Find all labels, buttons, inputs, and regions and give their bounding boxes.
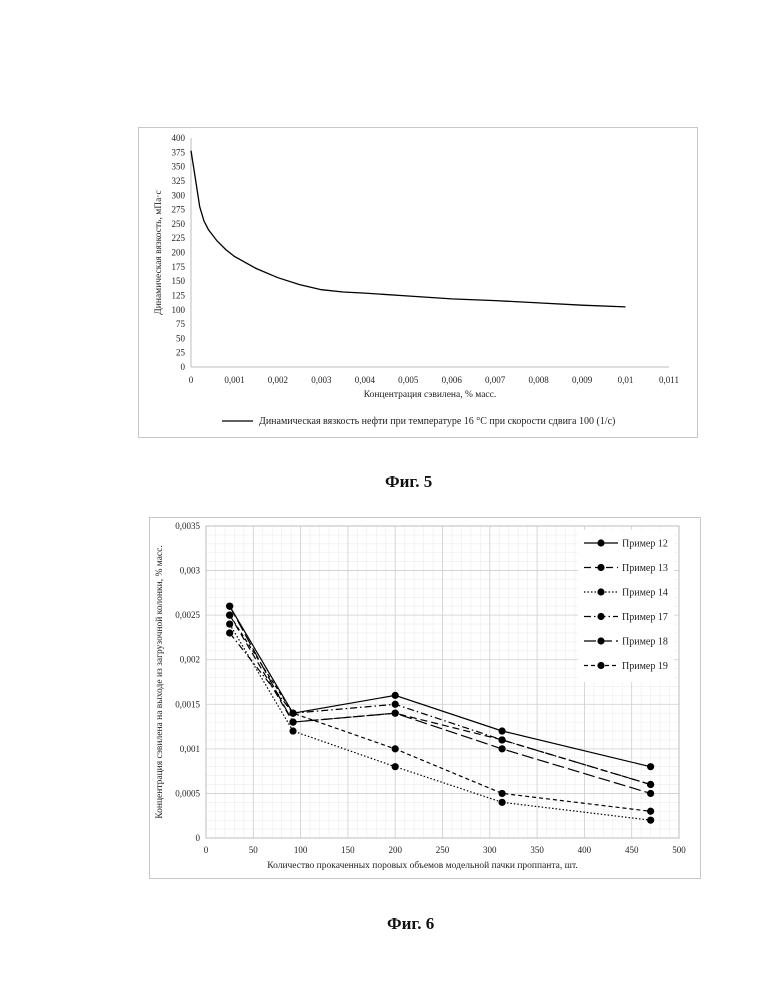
x-tick-label: 250 <box>436 845 450 855</box>
y-tick-label: 0 <box>181 362 186 372</box>
y-tick-label: 25 <box>176 348 186 358</box>
x-tick-label: 200 <box>388 845 402 855</box>
series-point-3 <box>647 817 654 824</box>
series-point-6 <box>647 808 654 815</box>
series-point-6 <box>226 612 233 619</box>
y-tick-label: 75 <box>176 319 186 329</box>
x-tick-label: 400 <box>578 845 592 855</box>
y-tick-label: 50 <box>176 333 186 343</box>
y-tick-label: 400 <box>172 133 186 143</box>
x-tick-label: 0,002 <box>268 375 288 385</box>
caption-fig6: Фиг. 6 <box>387 914 434 934</box>
y-tick-label: 175 <box>172 262 186 272</box>
y-tick-label: 0,0005 <box>175 788 200 798</box>
x-tick-label: 450 <box>625 845 639 855</box>
x-tick-label: 0,007 <box>485 375 506 385</box>
x-tick-label: 0 <box>204 845 209 855</box>
x-tick-label: 0,004 <box>355 375 376 385</box>
y-tick-label: 0,002 <box>180 655 200 665</box>
y-tick-label: 0,0025 <box>175 610 200 620</box>
y-tick-label: 375 <box>172 147 186 157</box>
y-axis-label: Динамическая вязкость, мПа·с <box>154 190 164 314</box>
y-tick-label: 250 <box>172 219 186 229</box>
caption-fig5: Фиг. 5 <box>385 472 432 492</box>
series-point-3 <box>289 727 296 734</box>
y-tick-label: 100 <box>172 305 186 315</box>
x-tick-label: 0,006 <box>442 375 463 385</box>
y-tick-label: 300 <box>172 190 186 200</box>
series-point-6 <box>498 790 505 797</box>
legend-marker-5 <box>597 637 604 644</box>
legend-box <box>578 530 674 682</box>
legend-marker-4 <box>597 613 604 620</box>
x-tick-label: 150 <box>341 845 355 855</box>
x-tick-label: 50 <box>249 845 258 855</box>
y-tick-label: 150 <box>172 276 186 286</box>
series-point-1 <box>498 727 505 734</box>
x-tick-label: 0,01 <box>618 375 634 385</box>
series-point-4 <box>647 781 654 788</box>
y-tick-label: 0,003 <box>180 566 201 576</box>
legend-label-5: Пример 18 <box>622 637 668 648</box>
legend-marker-6 <box>597 662 604 669</box>
legend-marker-2 <box>597 564 604 571</box>
series-point-3 <box>226 620 233 627</box>
x-tick-label: 500 <box>672 845 686 855</box>
chart-fig6-frame: 0 0,0005 0,001 0,0015 0,002 0,0025 0,003 0,0035… <box>149 517 701 879</box>
x-tick-label: 0,001 <box>224 375 244 385</box>
x-tick-label: 0,003 <box>311 375 332 385</box>
series-point-6 <box>289 710 296 717</box>
legend-label-2: Пример 13 <box>622 563 668 574</box>
y-tick-label: 0,0035 <box>175 521 200 531</box>
series-point-3 <box>498 799 505 806</box>
legend-marker-1 <box>597 539 604 546</box>
series-point-5 <box>498 745 505 752</box>
series-point-5 <box>289 719 296 726</box>
chart-fig5-frame: 0 25 50 75 100 125 150 175 200 225 250 275 300 325 350… <box>138 127 698 438</box>
y-tick-label: 275 <box>172 205 186 215</box>
y-tick-label: 0,0015 <box>175 699 200 709</box>
y-tick-label: 225 <box>172 233 186 243</box>
chart-fig5: 0 25 50 75 100 125 150 175 200 225 250 275 300 325 350… <box>139 128 697 437</box>
legend-label-3: Пример 14 <box>622 588 668 599</box>
series-point-5 <box>647 790 654 797</box>
y-tick-label: 200 <box>172 248 186 258</box>
y-tick-label: 325 <box>172 176 186 186</box>
x-tick-label: 100 <box>294 845 308 855</box>
x-tick-label: 0,008 <box>529 375 550 385</box>
series-point-4 <box>498 736 505 743</box>
legend-label-1: Пример 12 <box>622 539 668 550</box>
legend-label-4: Пример 17 <box>622 612 668 623</box>
x-tick-label: 300 <box>483 845 497 855</box>
series-point-5 <box>392 710 399 717</box>
series-point-5 <box>226 603 233 610</box>
legend-label-6: Пример 19 <box>622 661 668 672</box>
y-tick-label: 350 <box>172 162 186 172</box>
x-tick-label: 0,009 <box>572 375 593 385</box>
legend-label: Динамическая вязкость нефти при температ… <box>259 416 615 427</box>
series-point-6 <box>392 745 399 752</box>
x-axis-label: Концентрация сэвилена, % масс. <box>364 390 496 400</box>
x-tick-label: 350 <box>530 845 544 855</box>
series-point-3 <box>392 763 399 770</box>
x-axis-label: Количество прокаченных поровых объемов м… <box>267 860 578 871</box>
y-tick-label: 0 <box>196 833 201 843</box>
series-point-4 <box>392 701 399 708</box>
y-axis-label: Концентрация сэвилена на выходе из загру… <box>154 545 165 818</box>
series-point-1 <box>647 763 654 770</box>
legend-marker-3 <box>597 588 604 595</box>
y-tick-label: 0,001 <box>180 744 200 754</box>
x-tick-label: 0 <box>189 375 194 385</box>
chart-fig6: 0 0,0005 0,001 0,0015 0,002 0,0025 0,003 0,0035… <box>150 518 700 878</box>
series-point-4 <box>226 629 233 636</box>
series-point-1 <box>392 692 399 699</box>
y-tick-label: 125 <box>172 290 186 300</box>
x-tick-label: 0,005 <box>398 375 419 385</box>
series-line-viscosity <box>191 151 626 307</box>
x-tick-label: 0,011 <box>659 375 679 385</box>
